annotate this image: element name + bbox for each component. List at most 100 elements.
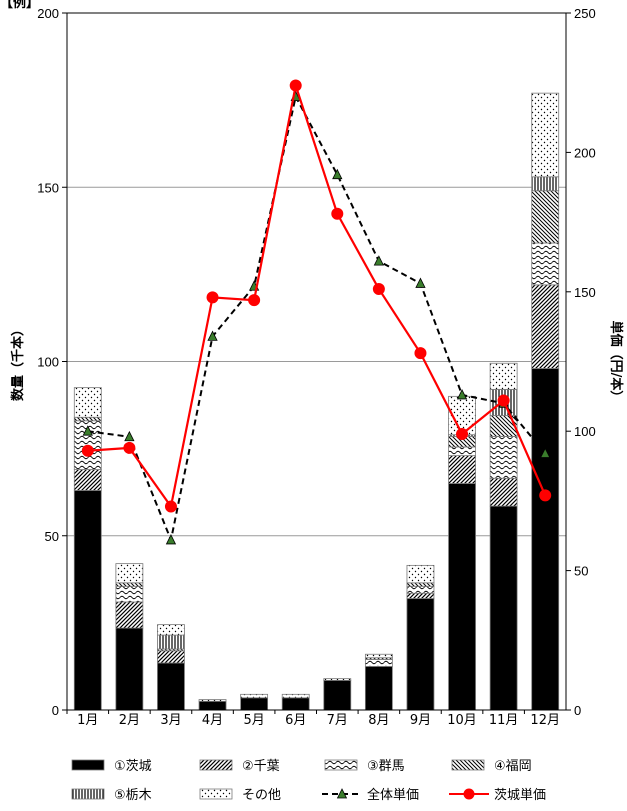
left-tick-label: 200 <box>37 6 59 21</box>
legend-circle-marker <box>463 788 475 800</box>
bar-segment-2 <box>448 455 476 484</box>
bar-segment-6 <box>364 653 393 659</box>
legend-swatch <box>71 759 105 771</box>
triangle-marker <box>540 447 551 458</box>
triangle-marker <box>456 389 468 400</box>
legend-label: 全体単価 <box>367 787 419 803</box>
circle-marker <box>206 291 219 304</box>
legend: ①茨城 ②千葉 ③群馬 ④福岡 ⑤栃木 その他 全体単価 茨城単価 <box>71 759 546 803</box>
legend-label: ③群馬 <box>367 759 405 774</box>
bar-segment-1 <box>489 505 518 711</box>
triangle-marker <box>165 534 177 545</box>
left-tick-label: 100 <box>37 355 59 370</box>
circle-marker <box>372 283 385 296</box>
left-tick-label: 0 <box>52 703 59 718</box>
x-category-label: 8月 <box>368 713 389 728</box>
bar-segment-1 <box>406 598 435 711</box>
bar-segment-3 <box>489 436 518 479</box>
circle-marker <box>456 427 469 440</box>
bar-segment-4 <box>73 416 102 422</box>
x-axis-categories: 1月 2月 3月 4月 5月 6月 7月 8月 9月 10月 11月 12月 <box>66 710 560 728</box>
circle-marker <box>248 294 261 307</box>
legend-label: ②千葉 <box>242 759 280 774</box>
left-tick-label: 150 <box>37 180 59 195</box>
bar-segment-1 <box>323 679 352 711</box>
triangle-marker <box>373 255 385 266</box>
bar-segment-4 <box>531 190 560 244</box>
bar-segment-2 <box>406 592 435 599</box>
bar-segment-1 <box>281 697 310 711</box>
circle-marker <box>164 500 177 513</box>
circle-marker <box>539 489 552 502</box>
bar-segment-4 <box>115 582 144 587</box>
left-axis-ticks: 0 50 100 150 200 <box>37 6 67 718</box>
legend-swatch <box>451 759 485 771</box>
bar-segment-6 <box>240 693 269 699</box>
bar-segment-1 <box>115 627 144 711</box>
bar-segment-1 <box>157 662 185 711</box>
bar-segment-4 <box>489 415 518 437</box>
bar-segment-5 <box>157 634 185 650</box>
bar-segment-2 <box>531 284 560 369</box>
corner-label: 【例】 <box>0 0 39 11</box>
bar-segment-1 <box>240 697 269 711</box>
bar-segment-3 <box>448 446 476 456</box>
triangle-marker <box>82 425 93 436</box>
bar-segment-3 <box>115 585 144 603</box>
bar-segment-6 <box>281 693 310 699</box>
bar-segment-2 <box>73 469 102 491</box>
legend-swatch <box>199 759 233 771</box>
x-category-label: 5月 <box>243 713 264 728</box>
bar-segment-2 <box>115 601 144 629</box>
plot-frame <box>66 12 567 711</box>
triangle-marker <box>207 330 218 341</box>
legend-swatch <box>324 759 358 771</box>
legend-triangle-marker <box>336 788 348 799</box>
legend-label: その他 <box>242 788 281 803</box>
bar-segment-2 <box>489 477 518 507</box>
bar-segment-6 <box>157 624 185 636</box>
bar-segment-6 <box>406 564 435 584</box>
bar-segment-3 <box>406 585 435 594</box>
stacked-bars <box>73 92 560 711</box>
price-lines <box>81 79 552 545</box>
bar-segment-1 <box>73 490 102 711</box>
right-tick-label: 50 <box>574 564 588 579</box>
left-tick-label: 50 <box>45 529 59 544</box>
bar-segment-1 <box>448 483 476 711</box>
bar-segment-6 <box>115 563 144 584</box>
x-category-label: 9月 <box>410 713 431 728</box>
line-series-2 <box>87 85 547 510</box>
bar-segment-3 <box>364 659 393 667</box>
bar-segment-1 <box>531 368 560 711</box>
right-tick-label: 150 <box>574 285 596 300</box>
legend-swatch <box>71 788 105 800</box>
bar-segment-5 <box>531 176 560 192</box>
legend-label: ①茨城 <box>114 759 152 774</box>
bar-segment-6 <box>73 387 102 418</box>
y-axis-right-title: 単価（円/本） <box>608 321 624 404</box>
right-tick-label: 200 <box>574 145 596 160</box>
bar-segment-3 <box>531 242 560 286</box>
bar-segment-6 <box>323 678 352 681</box>
triangle-marker <box>124 430 135 442</box>
triangle-marker <box>332 168 343 180</box>
x-category-label: 7月 <box>327 713 348 728</box>
triangle-marker <box>415 277 426 288</box>
legend-label: 茨城単価 <box>494 787 546 803</box>
x-category-label: 10月 <box>447 713 477 728</box>
x-category-label: 6月 <box>285 713 306 728</box>
circle-marker <box>497 394 510 407</box>
gridlines <box>67 186 566 537</box>
bar-segment-2 <box>157 650 185 664</box>
x-category-label: 11月 <box>489 713 519 728</box>
circle-marker <box>81 444 94 457</box>
bar-segment-1 <box>364 666 393 711</box>
bar-segment-4 <box>406 582 435 587</box>
line-series-1 <box>87 93 546 544</box>
bar-segment-1 <box>198 700 227 711</box>
x-category-label: 3月 <box>160 713 181 728</box>
legend-label: ④福岡 <box>494 759 532 774</box>
bar-segment-6 <box>489 362 518 390</box>
